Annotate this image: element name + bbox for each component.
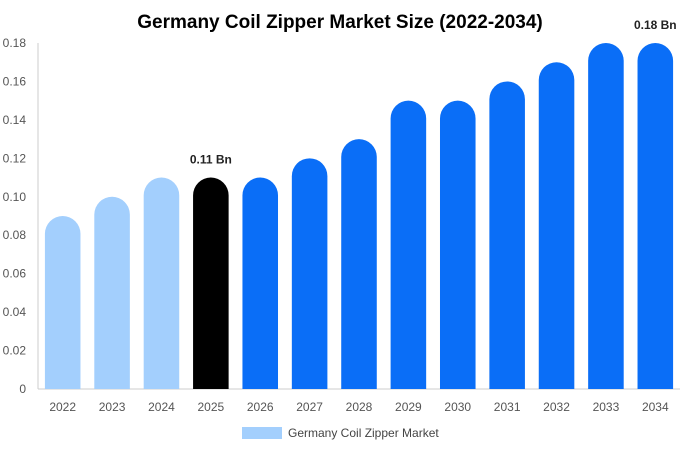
bar-2024 xyxy=(143,177,180,389)
y-tick-label: 0.06 xyxy=(3,267,27,281)
bar-2030 xyxy=(439,100,476,389)
x-tick-label: 2028 xyxy=(346,400,373,414)
y-tick-label: 0.18 xyxy=(3,36,27,50)
x-tick-label: 2030 xyxy=(444,400,471,414)
bar-2026 xyxy=(242,177,279,389)
bar-2033 xyxy=(588,42,624,389)
x-axis: 2022 2023 2024 2025 2026 2027 2028 2029 2030 2031… xyxy=(49,400,669,414)
y-tick-label: 0.02 xyxy=(3,344,27,358)
x-tick-label: 2024 xyxy=(148,400,175,414)
bars xyxy=(44,42,674,389)
x-tick-label: 2025 xyxy=(197,400,224,414)
bar-2022 xyxy=(44,216,81,389)
annotations: 0.11 Bn 0.18 Bn xyxy=(190,18,677,167)
y-tick-label: 0.16 xyxy=(3,74,27,88)
x-tick-label: 2032 xyxy=(543,400,570,414)
y-tick-label: 0.12 xyxy=(3,151,27,165)
y-tick-label: 0 xyxy=(19,382,26,396)
bar-2031 xyxy=(489,81,525,389)
x-tick-label: 2029 xyxy=(395,400,422,414)
y-tick-label: 0.10 xyxy=(3,190,27,204)
x-tick-label: 2027 xyxy=(296,400,323,414)
bar-2027 xyxy=(291,158,328,389)
y-tick-label: 0.04 xyxy=(3,305,27,319)
bar-2032 xyxy=(538,62,575,389)
y-tick-label: 0.14 xyxy=(3,113,27,127)
bar-2028 xyxy=(341,139,377,389)
x-tick-label: 2023 xyxy=(99,400,126,414)
legend-swatch xyxy=(242,427,282,439)
bar-2029 xyxy=(390,100,427,389)
legend: Germany Coil Zipper Market xyxy=(242,426,439,440)
bar-2023 xyxy=(94,196,130,389)
x-tick-label: 2033 xyxy=(593,400,620,414)
legend-label: Germany Coil Zipper Market xyxy=(288,426,439,440)
bar-2025 xyxy=(193,177,229,389)
x-tick-label: 2034 xyxy=(642,400,669,414)
chart-title: Germany Coil Zipper Market Size (2022-20… xyxy=(137,12,543,33)
x-tick-label: 2031 xyxy=(494,400,521,414)
x-tick-label: 2022 xyxy=(49,400,76,414)
x-tick-label: 2026 xyxy=(247,400,274,414)
y-tick-label: 0.08 xyxy=(3,228,27,242)
data-label: 0.11 Bn xyxy=(190,153,232,167)
bar-2034 xyxy=(637,42,674,389)
data-label: 0.18 Bn xyxy=(634,18,677,32)
